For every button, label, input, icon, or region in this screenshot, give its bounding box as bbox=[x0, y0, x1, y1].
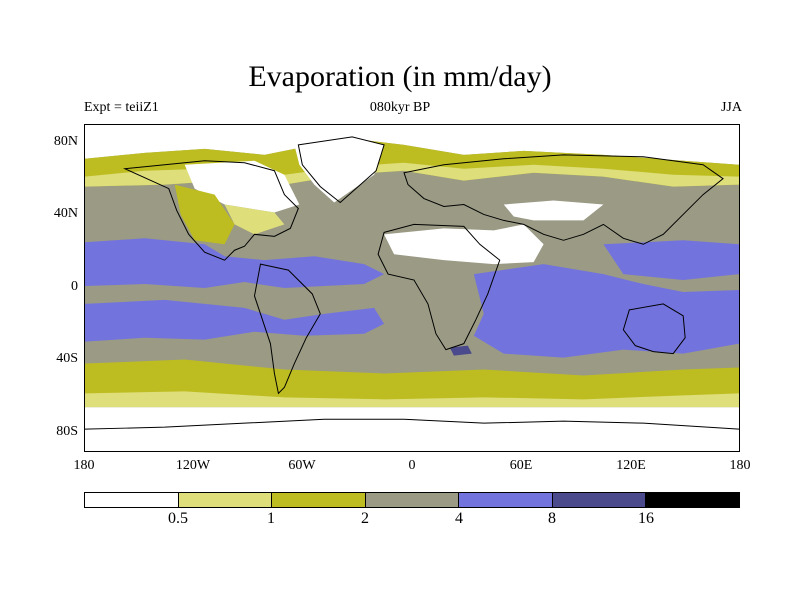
colorbar-label: 4 bbox=[455, 510, 463, 527]
colorbar-swatch bbox=[552, 493, 647, 507]
north-america-white bbox=[184, 160, 300, 213]
greenland-ice bbox=[294, 136, 385, 203]
y-tick-label: 40N bbox=[53, 206, 78, 221]
south-america-coast bbox=[253, 263, 321, 395]
north-america-yellow bbox=[224, 204, 285, 235]
y-tick-label: 80S bbox=[56, 424, 78, 439]
africa-coast bbox=[377, 223, 501, 351]
colorbar-swatch bbox=[178, 493, 273, 507]
x-tick-label: 60W bbox=[288, 458, 316, 473]
pacific-blue bbox=[603, 240, 739, 281]
greenland-coast bbox=[297, 136, 385, 204]
y-tick-label: 0 bbox=[71, 279, 78, 294]
x-tick-label: 120W bbox=[175, 458, 211, 473]
colorbar bbox=[84, 492, 740, 508]
eurasia-coast bbox=[403, 154, 724, 245]
western-us-olive bbox=[174, 184, 235, 245]
arctic-white-zone bbox=[85, 125, 739, 165]
tropical-atlantic-pacific-blue bbox=[85, 238, 385, 288]
colorbar-label: 2 bbox=[361, 510, 369, 527]
colorbar-swatch bbox=[85, 493, 179, 507]
figure-title: Evaporation (in mm/day) bbox=[248, 60, 552, 93]
indian-ocean-deep-blue bbox=[449, 345, 472, 356]
central-asia-white bbox=[503, 200, 604, 221]
figure-subtitle: 080kyr BP bbox=[369, 100, 431, 115]
australia-coast bbox=[622, 303, 686, 355]
coastlines bbox=[85, 136, 739, 430]
north-america-coast bbox=[122, 160, 299, 261]
colorbar-label: 1 bbox=[267, 510, 275, 527]
antarctica-white bbox=[85, 407, 739, 451]
southern-ocean-light bbox=[85, 391, 739, 408]
x-tick-label: 120E bbox=[616, 458, 646, 473]
colorbar-label: 16 bbox=[638, 510, 654, 527]
y-tick-label: 80N bbox=[53, 134, 78, 149]
x-tick-label: 180 bbox=[729, 458, 751, 473]
sahara-arabia-white bbox=[384, 224, 544, 265]
x-tick-label: 180 bbox=[73, 458, 95, 473]
colorbar-swatch bbox=[365, 493, 460, 507]
colorbar-swatch bbox=[646, 493, 740, 507]
x-tick-label: 60E bbox=[509, 458, 533, 473]
world-map bbox=[84, 124, 740, 452]
season-label: JJA bbox=[720, 100, 742, 115]
experiment-label: Expt = teiiZ1 bbox=[84, 100, 159, 115]
colorbar-swatch bbox=[272, 493, 366, 507]
colorbar-label: 0.5 bbox=[168, 510, 188, 527]
colorbar-label: 8 bbox=[548, 510, 556, 527]
indian-ocean-blue bbox=[473, 264, 739, 358]
colorbar-swatch bbox=[459, 493, 553, 507]
x-tick-label: 0 bbox=[408, 458, 416, 473]
south-tropical-blue bbox=[85, 299, 385, 342]
southern-ocean-olive bbox=[85, 359, 739, 406]
y-tick-label: 40S bbox=[56, 351, 78, 366]
antarctica-coast bbox=[85, 418, 739, 430]
